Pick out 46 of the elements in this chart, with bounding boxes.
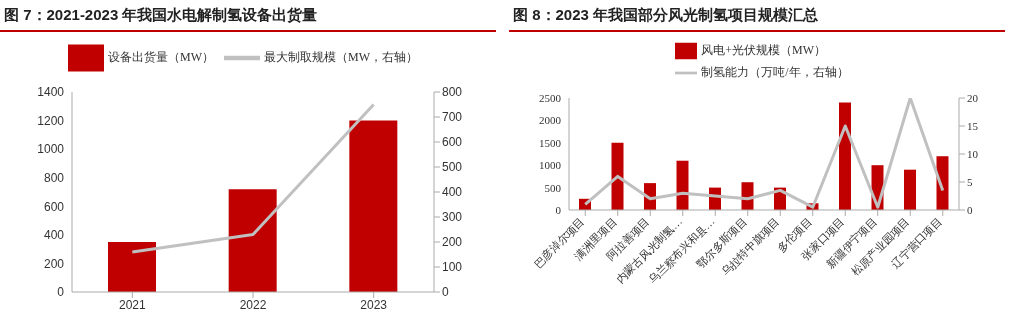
y-tick-label: 2000 — [539, 114, 562, 127]
y2-tick-label: 300 — [442, 210, 463, 225]
y2-tick-label: 0 — [967, 203, 973, 216]
legend-label: 制氢能力（万吨/年，右轴） — [701, 64, 849, 79]
y2-tick-label: 700 — [442, 110, 463, 125]
legend-label: 设备出货量（MW） — [108, 49, 214, 64]
chart-title: 图 8：2023 年我国部分风光制氢项目规模汇总 — [509, 0, 1005, 32]
y-tick-label: 500 — [544, 181, 562, 194]
y2-tick-label: 100 — [442, 260, 463, 275]
y2-tick-label: 10 — [967, 147, 979, 160]
y-tick-label: 1000 — [37, 142, 65, 157]
legend-label: 风电+光伏规模（MW） — [701, 42, 827, 57]
y2-tick-label: 500 — [442, 160, 463, 175]
y-tick-label: 2500 — [539, 91, 562, 104]
line-series — [583, 98, 945, 209]
bar — [839, 102, 851, 210]
x-tick-label: 2021 — [118, 297, 146, 312]
y2-tick-label: 600 — [442, 135, 463, 150]
bar — [611, 142, 624, 210]
y-tick-label: 1400 — [37, 85, 65, 100]
y-tick-label: 0 — [57, 285, 65, 300]
y-tick-label: 200 — [43, 256, 65, 271]
y2-tick-label: 0 — [442, 285, 449, 300]
legend-label: 最大制取规模（MW，右轴） — [264, 49, 418, 64]
bar — [349, 120, 398, 292]
x-tick-label: 2023 — [360, 297, 388, 312]
y2-tick-label: 800 — [442, 85, 463, 100]
y2-tick-label: 400 — [442, 185, 463, 200]
x-tick-label: 2022 — [239, 297, 267, 312]
y2-tick-label: 15 — [967, 119, 979, 132]
y-tick-label: 1200 — [37, 113, 65, 128]
y2-tick-label: 5 — [967, 175, 973, 188]
y2-tick-label: 20 — [967, 91, 979, 104]
y-tick-label: 600 — [43, 199, 65, 214]
y-tick-label: 1000 — [539, 159, 562, 172]
y-tick-label: 0 — [555, 203, 562, 216]
y-tick-label: 400 — [43, 228, 65, 243]
bar — [108, 242, 156, 292]
chart-title: 图 7：2021-2023 年我国水电解制氢设备出货量 — [0, 0, 496, 32]
y-tick-label: 800 — [43, 170, 65, 185]
bar — [228, 189, 277, 292]
bar — [904, 169, 916, 210]
bar — [676, 160, 689, 210]
y-tick-label: 1500 — [539, 136, 562, 149]
bar — [936, 156, 949, 210]
y2-tick-label: 200 — [442, 235, 463, 250]
